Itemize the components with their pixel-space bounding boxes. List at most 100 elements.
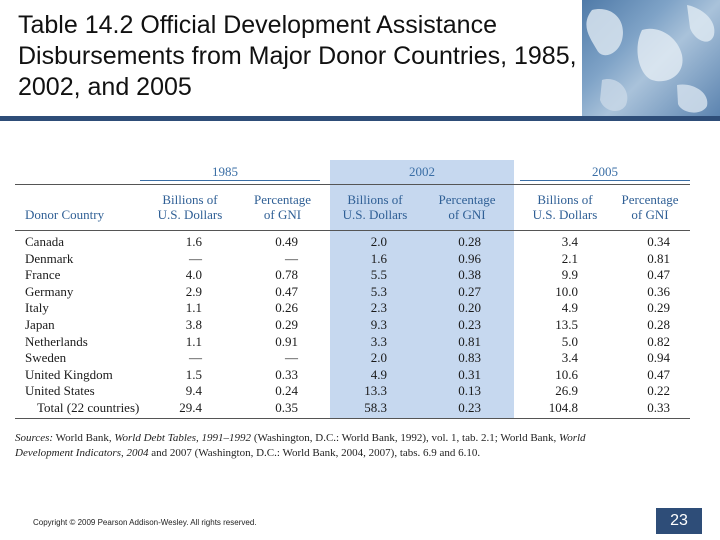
- table-cell: 0.94: [647, 350, 670, 366]
- table-cell: 0.81: [458, 333, 481, 349]
- title-rule: [0, 116, 720, 121]
- row-label: Japan: [25, 317, 55, 332]
- row-label: Germany: [25, 283, 74, 299]
- table-cell: 3.4: [561, 350, 578, 366]
- table-cell: 0.83: [458, 350, 481, 366]
- table-cell: 0.33: [275, 366, 298, 382]
- table-cell: 29.4: [179, 400, 202, 415]
- table-cell: 3.4: [561, 234, 578, 249]
- table-cell: 2.0: [370, 234, 387, 249]
- table-cell: 3.8: [185, 317, 202, 332]
- slide-title: Table 14.2 Official Development Assistan…: [18, 11, 577, 101]
- table-cell: 0.13: [458, 383, 481, 399]
- table-cell: 0.36: [647, 283, 670, 299]
- table-cell: 2.1: [561, 250, 578, 266]
- table-cell: 0.28: [647, 317, 670, 332]
- table-cell: 0.47: [647, 366, 670, 382]
- table-cell: 0.20: [458, 300, 481, 316]
- row-label: Denmark: [25, 250, 74, 266]
- table-cell: 0.28: [458, 234, 481, 249]
- table-cell: 0.23: [458, 400, 481, 415]
- table-cell: 0.78: [275, 267, 298, 283]
- table-cell: 0.22: [647, 383, 670, 399]
- row-label: Total (22 countries): [37, 400, 140, 415]
- header-pct-2002: Percentage of GNI: [438, 192, 496, 222]
- source-note: Sources: World Bank, World Debt Tables, …: [15, 432, 586, 459]
- year-header-1985: 1985: [212, 164, 238, 179]
- table-cell: 5.3: [370, 283, 387, 299]
- header-billions-2002: Billions of U.S. Dollars: [342, 192, 408, 222]
- table-cell: 0.33: [647, 400, 670, 415]
- table-cell: 10.0: [555, 283, 578, 299]
- table-cell: 2.0: [370, 350, 387, 366]
- table-cell: 0.91: [275, 333, 298, 349]
- table-cell: 4.0: [185, 267, 202, 283]
- table-cell: 10.6: [555, 366, 578, 382]
- row-label: United Kingdom: [25, 366, 113, 382]
- table-cell: 0.29: [647, 300, 670, 316]
- table-rule-header: [15, 230, 690, 231]
- table-cell: 4.9: [561, 300, 578, 316]
- table-cell: 0.31: [458, 366, 481, 382]
- table-cell: 0.27: [458, 283, 481, 299]
- table-rule-top: [15, 184, 690, 185]
- year-underline: [520, 180, 690, 181]
- header-pct-1985: Percentage of GNI: [253, 192, 312, 222]
- year-header-2005: 2005: [592, 164, 618, 179]
- highlight-band-2002: [330, 160, 514, 418]
- table-cell: 0.29: [275, 317, 298, 332]
- table-cell: —: [189, 250, 202, 266]
- table-cell: 0.47: [275, 283, 298, 299]
- table-cell: —: [285, 250, 298, 266]
- table-cell: 0.38: [458, 267, 481, 283]
- table-cell: 26.9: [555, 383, 578, 399]
- table-cell: 0.96: [458, 250, 481, 266]
- copyright-notice: Copyright © 2009 Pearson Addison-Wesley.…: [33, 518, 257, 527]
- row-label: Sweden: [25, 350, 67, 366]
- table-cell: 0.49: [275, 234, 298, 249]
- table-cell: 0.35: [275, 400, 298, 415]
- table-cell: 1.1: [185, 300, 202, 316]
- table-cell: 0.82: [647, 333, 670, 349]
- table-cell: 5.0: [561, 333, 578, 349]
- table-cell: 5.5: [370, 267, 387, 283]
- page-number: 23: [656, 508, 702, 534]
- table-cell: 4.9: [370, 366, 387, 382]
- world-map-image: [582, 0, 720, 116]
- table-cell: 13.3: [364, 383, 387, 399]
- table-cell: 9.9: [561, 267, 578, 283]
- row-label: France: [25, 267, 61, 283]
- table-cell: 0.23: [458, 317, 481, 332]
- header-pct-2005: Percentage of GNI: [621, 192, 679, 222]
- table-cell: 3.3: [370, 333, 387, 349]
- table-cell: 1.5: [185, 366, 202, 382]
- table-cell: 2.9: [185, 283, 202, 299]
- table-cell: —: [189, 350, 202, 366]
- table-cell: 0.81: [647, 250, 670, 266]
- header-donor-country: Donor Country: [25, 207, 105, 222]
- header-billions-1985: Billions of U.S. Dollars: [157, 192, 223, 222]
- row-label: Italy: [25, 300, 49, 316]
- table-cell: 2.3: [370, 300, 387, 316]
- table-rule-bottom: [15, 418, 690, 419]
- table-cell: 9.3: [370, 317, 387, 332]
- table-cell: 9.4: [185, 383, 202, 399]
- data-table: 1985 2002 2005 Donor Country Billions of…: [15, 160, 690, 460]
- table-cell: 0.34: [647, 234, 670, 249]
- table-cell: 0.24: [275, 383, 298, 399]
- year-header-2002: 2002: [409, 164, 435, 179]
- table-cell: 1.6: [185, 234, 202, 249]
- row-label: Canada: [25, 234, 64, 249]
- row-label: United States: [25, 383, 95, 399]
- table-cell: 58.3: [364, 400, 387, 415]
- table-cell: 13.5: [555, 317, 578, 332]
- table-cell: 0.26: [275, 300, 298, 316]
- table-cell: 0.47: [647, 267, 670, 283]
- table-cell: 1.1: [185, 333, 202, 349]
- row-label: Netherlands: [25, 333, 88, 349]
- header-billions-2005: Billions of U.S. Dollars: [532, 192, 598, 222]
- year-underline: [140, 180, 320, 181]
- table-cell: 104.8: [548, 400, 578, 415]
- table-cell: 1.6: [370, 250, 387, 266]
- table-cell: —: [285, 350, 298, 366]
